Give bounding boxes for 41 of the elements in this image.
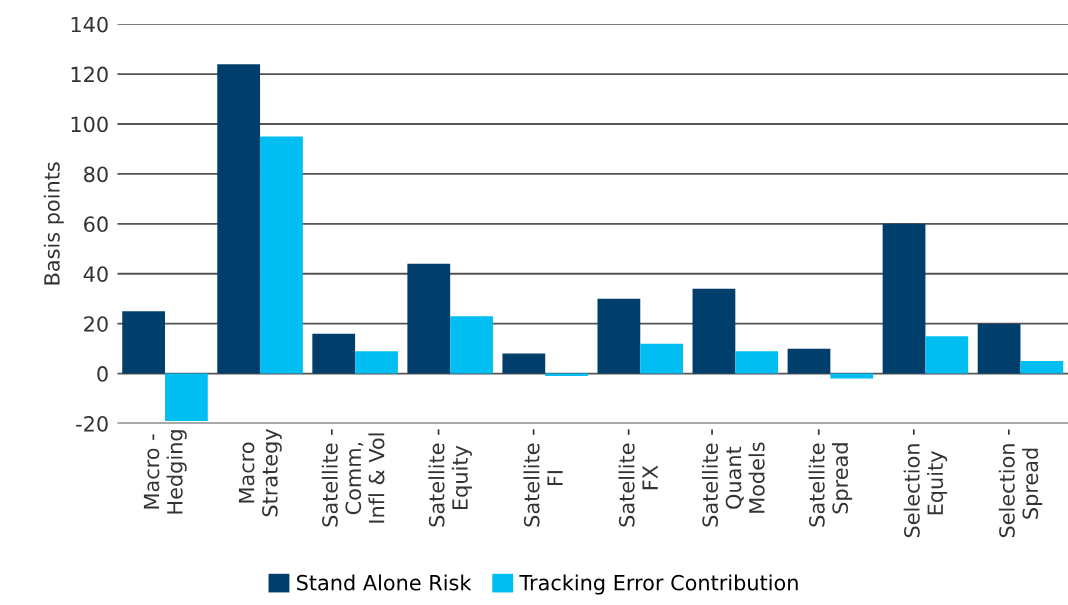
bar xyxy=(830,373,874,379)
bar xyxy=(122,311,166,374)
bar xyxy=(260,136,303,374)
legend-label: Tracking Error Contribution xyxy=(519,574,798,595)
x-tick-label: Satellite - Comm, Infl & Vol xyxy=(321,429,385,527)
y-tick-label: 140 xyxy=(71,16,108,33)
bar xyxy=(1020,361,1064,374)
y-tick-label: 100 xyxy=(71,116,108,133)
bar xyxy=(640,343,684,374)
bar xyxy=(502,353,546,374)
x-tick-label: Satellite - FX xyxy=(618,429,658,527)
x-tick-label: Selection - Equity xyxy=(903,429,948,538)
y-tick-label: -20 xyxy=(76,415,108,432)
bar xyxy=(217,64,261,374)
x-tick-label: Satellite - Quant Models xyxy=(701,429,765,527)
bar xyxy=(692,288,736,374)
y-tick-label: 40 xyxy=(83,266,108,282)
y-tick-label: 80 xyxy=(84,166,108,183)
bar xyxy=(735,351,779,374)
y-tick-label: 0 xyxy=(97,366,108,382)
bar xyxy=(355,351,398,374)
bar xyxy=(787,348,831,374)
x-tick-label: Macro - Hedging xyxy=(143,430,187,514)
bar xyxy=(597,298,641,374)
bar xyxy=(925,336,969,374)
y-tick-label: 120 xyxy=(71,66,108,83)
bar xyxy=(165,373,208,421)
x-tick-label: Selection - Spread xyxy=(998,429,1043,538)
y-tick-label: 60 xyxy=(84,216,108,233)
x-tick-label: Satellite - Equity xyxy=(428,429,472,527)
x-tick-label: Satellite - FI xyxy=(523,429,563,527)
x-tick-label: Macro Strategy xyxy=(238,428,282,517)
legend-label: Stand Alone Risk xyxy=(297,574,472,591)
bar xyxy=(977,323,1021,374)
bar xyxy=(312,333,356,374)
y-axis-title: Basis points xyxy=(43,162,64,285)
bar xyxy=(450,316,493,374)
y-tick-label: 20 xyxy=(84,316,108,332)
x-tick-label: Satellite - Spread xyxy=(808,429,853,527)
bar xyxy=(882,223,926,374)
bar xyxy=(407,263,451,374)
